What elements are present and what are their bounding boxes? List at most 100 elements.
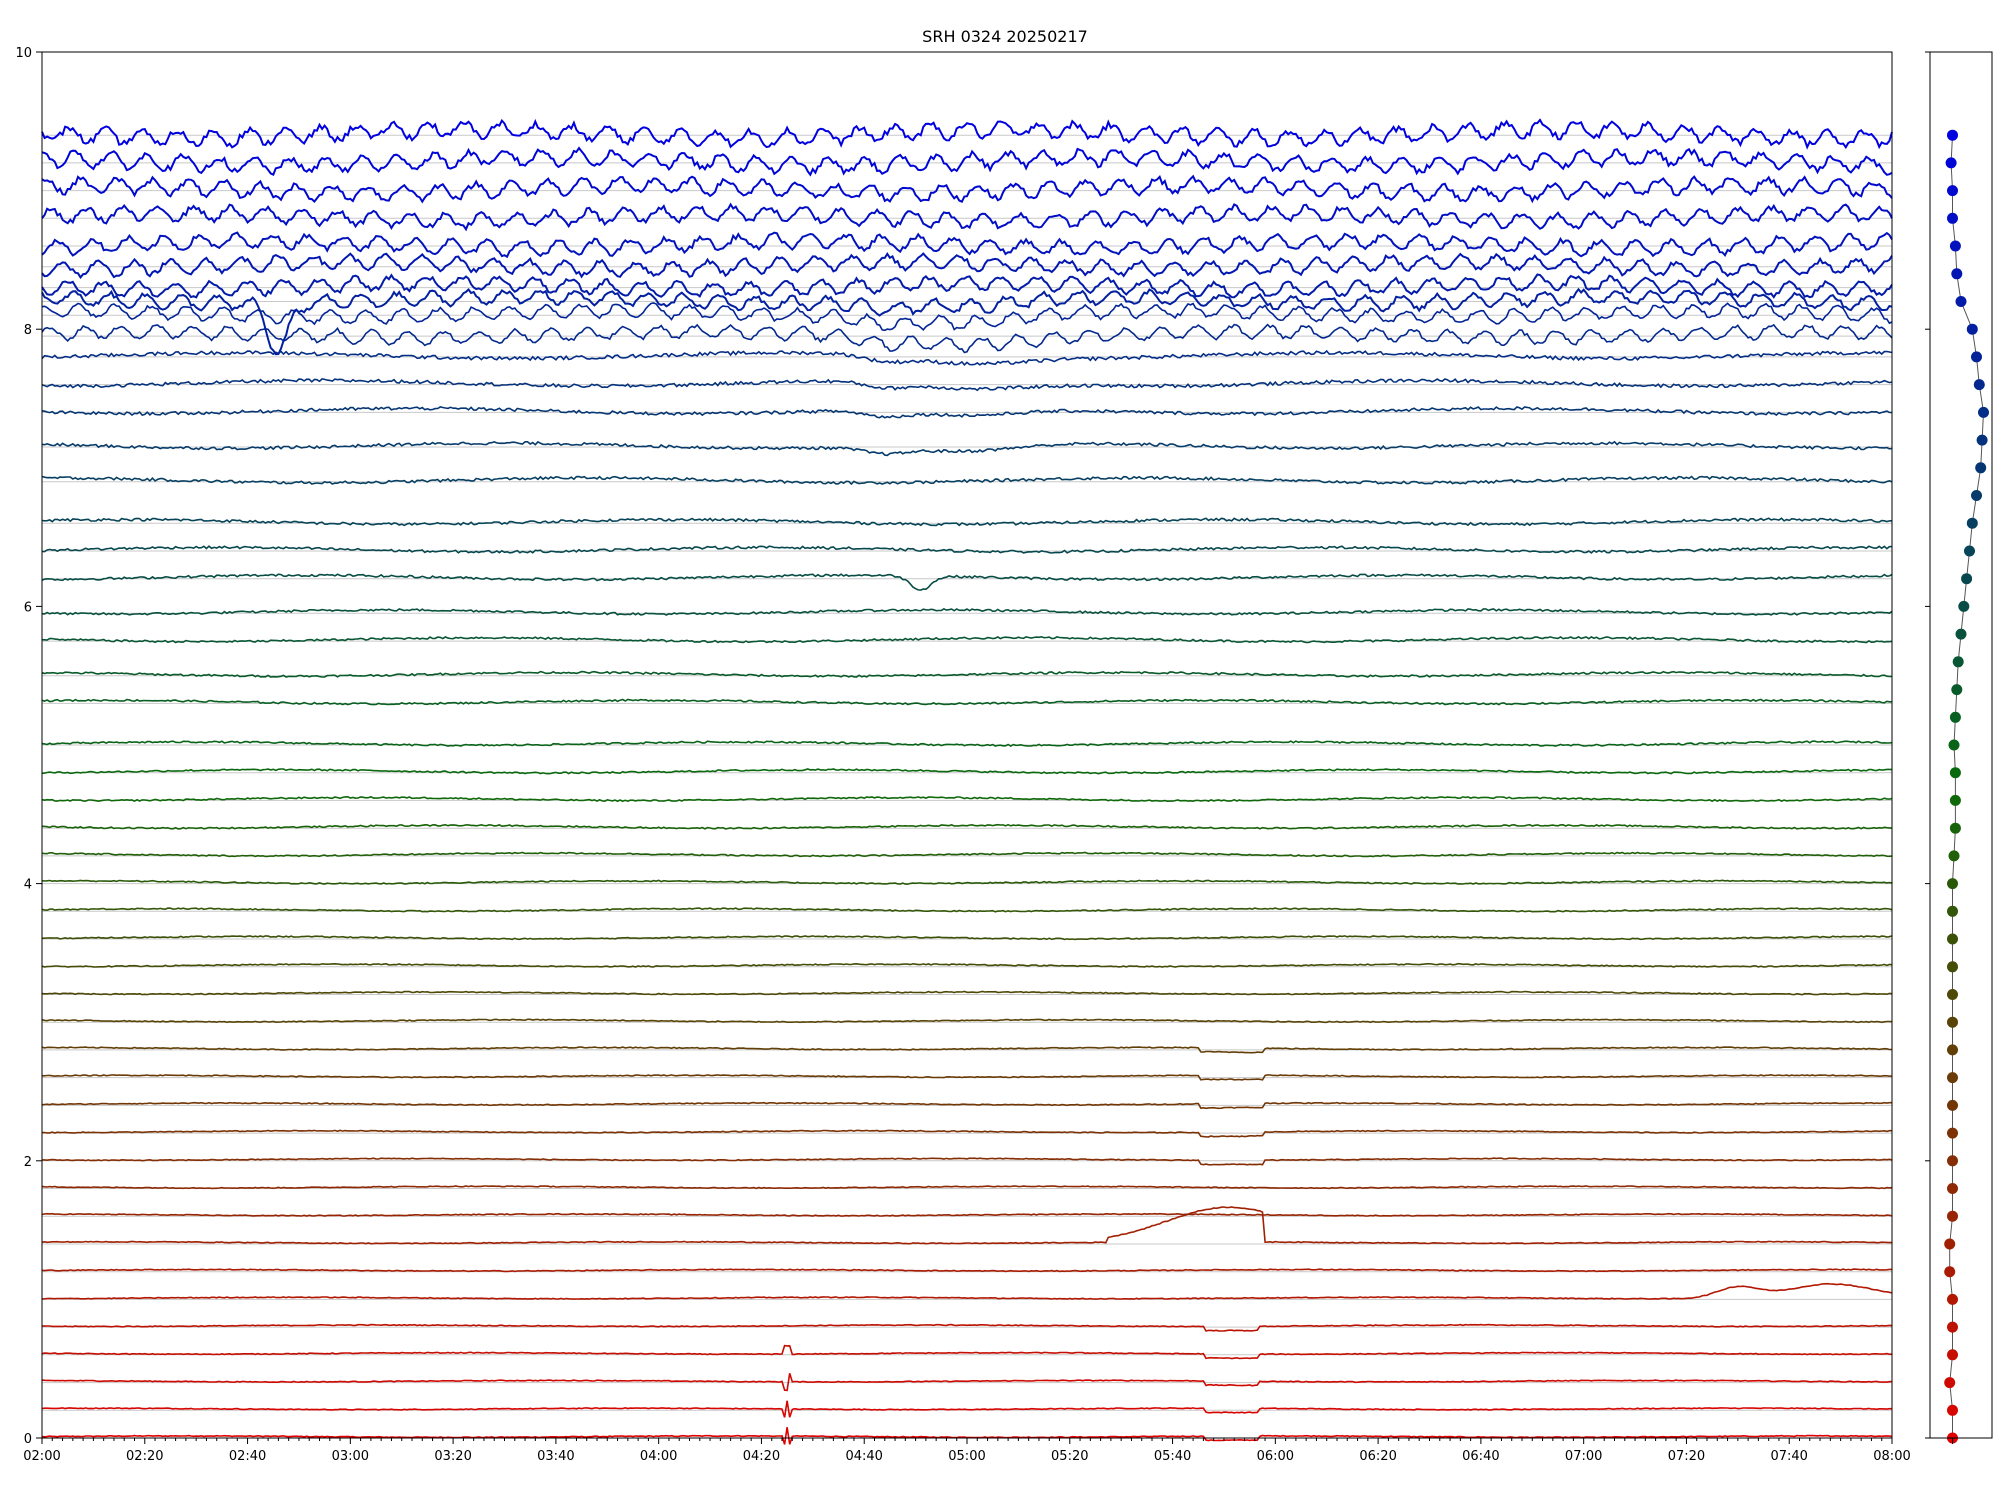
side-point: [1949, 767, 1961, 779]
channel-trace: [41, 1268, 1892, 1273]
side-point: [1947, 185, 1958, 197]
side-point: [1951, 684, 1963, 696]
channel-trace: [41, 273, 1893, 299]
channel-trace: [41, 795, 1893, 803]
channel-trace: [41, 406, 1893, 419]
channel-trace: [41, 1282, 1893, 1300]
channel-trace: [41, 1206, 1893, 1245]
side-point: [1947, 1293, 1958, 1305]
channel-trace: [41, 174, 1893, 204]
channel-trace: [41, 323, 1893, 354]
channel-trace: [41, 607, 1893, 616]
channel-trace: [41, 1018, 1893, 1024]
channel-trace: [41, 146, 1893, 177]
y-tick-label: 10: [15, 46, 32, 61]
side-axes-frame: [1929, 51, 1993, 1439]
side-point: [1947, 1321, 1958, 1333]
x-tick-label: 06:40: [1462, 1449, 1499, 1464]
x-tick-label: 06:00: [1257, 1449, 1294, 1464]
side-point: [1949, 822, 1961, 834]
side-point: [1971, 490, 1982, 501]
side-point: [1947, 989, 1958, 1000]
side-point: [1949, 711, 1961, 723]
side-point: [1978, 406, 1989, 418]
side-point: [1947, 1349, 1958, 1361]
channel-trace: [41, 1046, 1892, 1054]
channel-trace: [41, 1344, 1893, 1360]
side-point: [1947, 961, 1958, 973]
channel-trace: [42, 1129, 1892, 1138]
x-tick-label: 04:40: [845, 1449, 882, 1464]
side-point: [1949, 794, 1961, 806]
x-tick-label: 08:00: [1873, 1449, 1910, 1464]
side-point: [1947, 1210, 1958, 1222]
channel-trace: [41, 1101, 1892, 1110]
channel-trace: [41, 378, 1893, 392]
side-point: [1955, 296, 1967, 307]
side-point: [1971, 351, 1982, 363]
side-point: [1948, 739, 1960, 751]
side-point: [1947, 1016, 1958, 1028]
y-tick-label: 2: [24, 1155, 32, 1170]
y-tick-label: 6: [24, 600, 32, 615]
x-tick-label: 03:00: [332, 1449, 369, 1464]
x-tick-label: 07:40: [1770, 1449, 1807, 1464]
side-point: [1947, 1072, 1958, 1084]
side-point: [1966, 323, 1978, 335]
channel-trace: [42, 935, 1893, 941]
channel-trace: [41, 573, 1893, 591]
channel-trace: [41, 231, 1893, 259]
side-point: [1961, 573, 1973, 585]
main-axes: 02:00 02:20 02:40 03:00 03:20 03:40 04:00 04:20…: [15, 46, 1910, 1464]
channel-trace: [41, 440, 1893, 457]
channel-trace: [41, 740, 1893, 748]
side-point: [1973, 379, 1985, 391]
chart-title: SRH 0324 20250217: [922, 27, 1088, 46]
x-tick-label: 04:00: [640, 1449, 677, 1464]
channel-trace: [41, 287, 1893, 356]
channel-trace: [41, 670, 1892, 678]
x-tick-label: 04:20: [743, 1449, 780, 1464]
channel-trace: [41, 202, 1893, 232]
x-tick-label: 07:00: [1565, 1449, 1602, 1464]
channel-trace: [41, 962, 1893, 968]
channel-trace: [41, 517, 1893, 527]
side-point: [1958, 600, 1970, 612]
side-point: [1964, 545, 1975, 557]
channel-trace: [41, 1073, 1893, 1081]
x-tick-label: 07:20: [1668, 1449, 1705, 1464]
channel-trace: [41, 545, 1893, 554]
side-point: [1955, 628, 1967, 640]
y-tick-label: 0: [24, 1432, 32, 1447]
channel-trace: [41, 252, 1893, 280]
side-axes: [1925, 51, 1993, 1444]
channel-trace: [41, 768, 1893, 775]
side-point: [1947, 1044, 1958, 1056]
x-tick-label: 05:00: [948, 1449, 985, 1464]
channel-trace: [41, 635, 1893, 644]
x-tick-label: 05:40: [1154, 1449, 1191, 1464]
x-tick-label: 02:40: [229, 1449, 266, 1464]
channel-trace: [41, 1400, 1892, 1418]
side-point: [1947, 933, 1958, 945]
side-point: [1944, 1266, 1956, 1278]
channel-trace: [41, 907, 1893, 913]
side-point: [1947, 878, 1958, 890]
side-point: [1947, 1155, 1958, 1167]
side-point: [1952, 656, 1964, 668]
side-point: [1948, 850, 1960, 862]
side-point: [1951, 268, 1963, 280]
channel-trace: [41, 349, 1893, 366]
side-point: [1947, 1404, 1958, 1416]
x-tick-label: 02:00: [23, 1449, 60, 1464]
side-point: [1976, 434, 1988, 446]
channel-trace: [41, 823, 1893, 830]
channel-trace: [41, 302, 1893, 332]
channel-trace: [41, 851, 1893, 858]
channel-trace: [41, 1212, 1893, 1217]
channel-trace: [41, 1185, 1893, 1190]
side-point: [1944, 1238, 1956, 1250]
channel-trace: [41, 118, 1893, 150]
y-tick-label: 4: [24, 878, 32, 893]
